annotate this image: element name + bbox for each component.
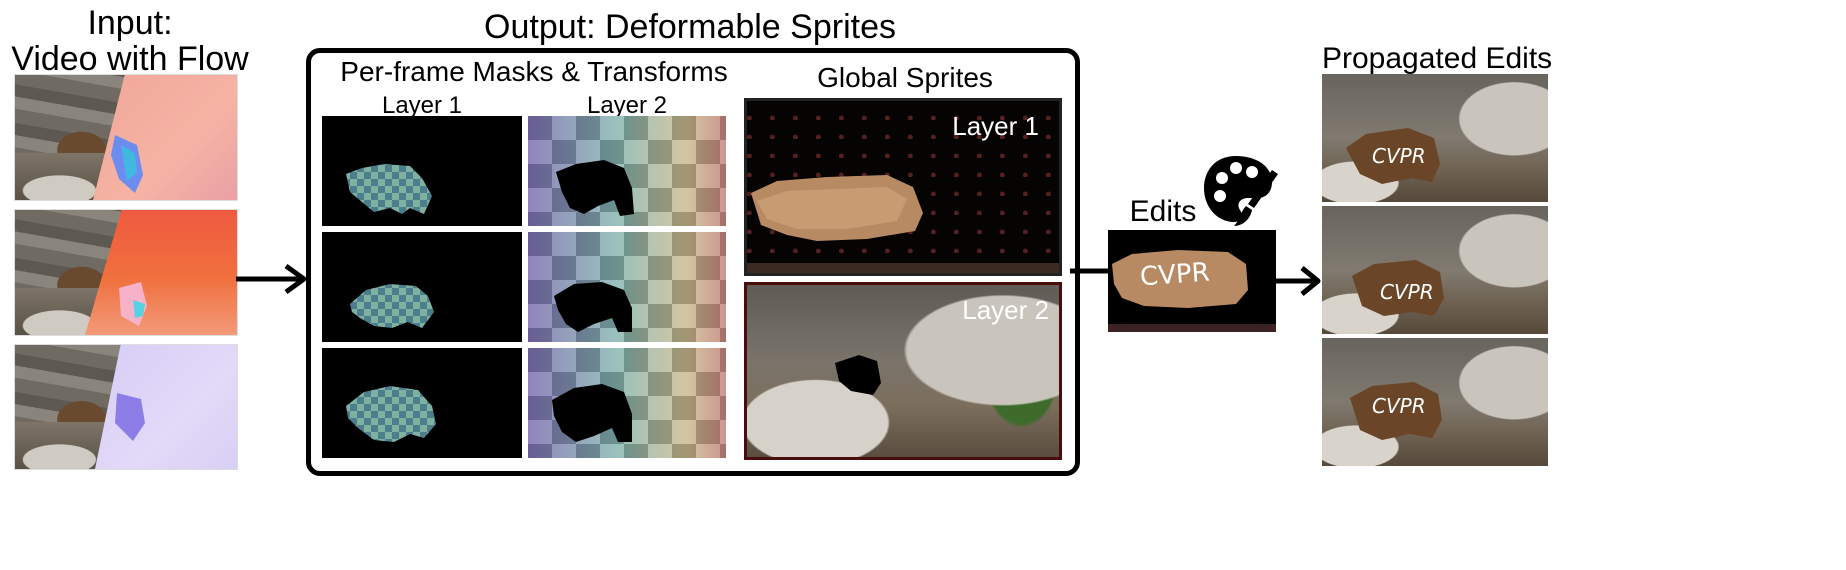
arrow-input-to-output (236, 263, 307, 295)
layer1-mask-3 (322, 348, 522, 458)
arrow-edits-to-propagated (1276, 266, 1321, 296)
propagated-title: Propagated Edits (1322, 42, 1553, 75)
layer2-column-label: Layer 2 (586, 92, 668, 119)
layer1-mask-1 (322, 116, 522, 226)
layer2-mask-3 (528, 348, 726, 458)
input-frame-1 (14, 74, 238, 201)
layer1-mask-2 (322, 232, 522, 342)
propagated-frame-3: CVPR (1322, 338, 1548, 466)
layer1-column-label: Layer 1 (381, 92, 463, 119)
layer2-mask-1 (528, 116, 726, 226)
sprites-title: Global Sprites (817, 62, 993, 93)
sprite-layer1-label: Layer 1 (952, 111, 1039, 141)
sprite-layer1: Layer 1 (744, 98, 1062, 276)
input-frame-2 (14, 209, 238, 336)
edited-sprite: CVPR (1108, 230, 1276, 332)
edits-label: Edits (1129, 195, 1197, 228)
edit-text: CVPR (1139, 257, 1211, 293)
propagated-frame-1: CVPR (1322, 74, 1548, 202)
sprite-layer2: Layer 2 (744, 282, 1062, 460)
propagated-text-3: CVPR (1372, 394, 1426, 418)
output-title: Output: Deformable Sprites (484, 8, 896, 46)
layer2-mask-2 (528, 232, 726, 342)
input-frame-3 (14, 344, 238, 470)
connector-output-to-edits (1070, 268, 1110, 274)
masks-title: Per-frame Masks & Transforms (340, 56, 728, 87)
palette-brush-icon (1204, 156, 1278, 226)
sprite-layer2-label: Layer 2 (962, 295, 1049, 325)
propagated-text-1: CVPR (1372, 144, 1426, 168)
output-frame (306, 48, 1080, 476)
propagated-text-2: CVPR (1380, 280, 1434, 304)
propagated-frame-2: CVPR (1322, 206, 1548, 334)
input-subtitle: Video with Flow (11, 40, 249, 78)
input-title: Input: (87, 4, 173, 42)
